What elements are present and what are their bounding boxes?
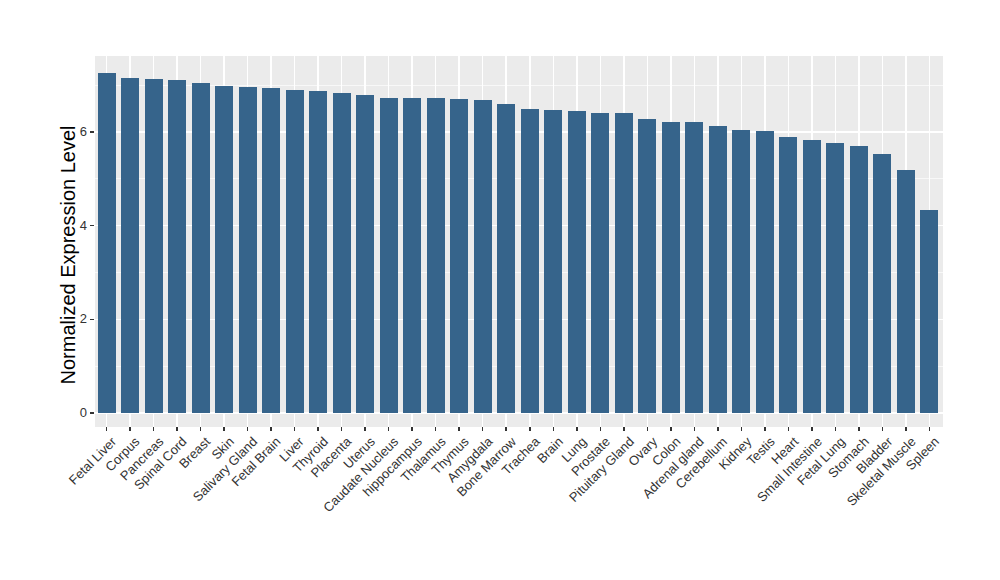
bar	[709, 126, 727, 413]
x-tick-mark	[458, 427, 460, 431]
y-tick-label: 4	[52, 219, 87, 233]
bar	[662, 122, 680, 413]
bar	[497, 104, 515, 413]
bar	[427, 98, 445, 413]
x-tick-mark	[364, 427, 366, 431]
bar	[568, 111, 586, 413]
x-tick-mark	[129, 427, 131, 431]
bar	[615, 113, 633, 413]
x-tick-mark	[576, 427, 578, 431]
x-tick-mark	[341, 427, 343, 431]
bar	[145, 79, 163, 413]
x-tick-mark	[741, 427, 743, 431]
bar	[685, 122, 703, 413]
x-tick-mark	[388, 427, 390, 431]
y-tick-mark	[90, 412, 94, 414]
bar	[920, 210, 938, 413]
x-tick-mark	[200, 427, 202, 431]
x-tick-mark	[317, 427, 319, 431]
x-tick-mark	[717, 427, 719, 431]
x-tick-mark	[835, 427, 837, 431]
x-tick-mark	[294, 427, 296, 431]
bar	[850, 146, 868, 413]
x-tick-mark	[411, 427, 413, 431]
bar	[450, 99, 468, 413]
bar	[591, 113, 609, 413]
x-tick-mark	[106, 427, 108, 431]
x-tick-mark	[694, 427, 696, 431]
y-axis-title: Normalized Expression Level	[57, 125, 80, 384]
x-tick-mark	[505, 427, 507, 431]
x-tick-mark	[670, 427, 672, 431]
x-tick-mark	[811, 427, 813, 431]
bar	[521, 109, 539, 413]
bar	[333, 93, 351, 413]
bar	[403, 98, 421, 413]
x-tick-mark	[553, 427, 555, 431]
bar	[262, 88, 280, 413]
bar	[98, 73, 116, 413]
x-tick-mark	[764, 427, 766, 431]
bar	[380, 98, 398, 413]
y-tick-mark	[90, 131, 94, 133]
bar	[779, 137, 797, 413]
bar	[826, 143, 844, 413]
expression-bar-chart-figure: Normalized Expression Level 0246Fetal Li…	[0, 0, 1000, 580]
bar	[897, 170, 915, 413]
bar	[309, 91, 327, 413]
y-tick-mark	[90, 225, 94, 227]
y-tick-mark	[90, 319, 94, 321]
bar	[121, 78, 139, 413]
plot-panel	[95, 56, 943, 427]
x-tick-mark	[788, 427, 790, 431]
x-tick-mark	[176, 427, 178, 431]
bar	[474, 100, 492, 413]
x-tick-mark	[647, 427, 649, 431]
bar	[286, 90, 304, 413]
x-tick-mark	[905, 427, 907, 431]
bar	[168, 80, 186, 413]
bar	[215, 86, 233, 413]
y-tick-label: 2	[52, 312, 87, 326]
bar	[638, 119, 656, 413]
bar	[192, 83, 210, 413]
x-tick-mark	[435, 427, 437, 431]
x-tick-mark	[929, 427, 931, 431]
bar	[732, 130, 750, 413]
x-tick-mark	[882, 427, 884, 431]
x-tick-mark	[247, 427, 249, 431]
y-tick-label: 6	[52, 125, 87, 139]
x-tick-mark	[482, 427, 484, 431]
x-tick-mark	[600, 427, 602, 431]
y-tick-label: 0	[52, 406, 87, 420]
bar	[356, 95, 374, 413]
x-tick-mark	[858, 427, 860, 431]
x-tick-mark	[270, 427, 272, 431]
bar	[239, 87, 257, 413]
x-tick-mark	[623, 427, 625, 431]
bar	[873, 154, 891, 413]
bar	[803, 140, 821, 413]
bar	[544, 110, 562, 413]
bar	[756, 131, 774, 413]
x-tick-mark	[529, 427, 531, 431]
x-tick-mark	[153, 427, 155, 431]
x-tick-mark	[223, 427, 225, 431]
